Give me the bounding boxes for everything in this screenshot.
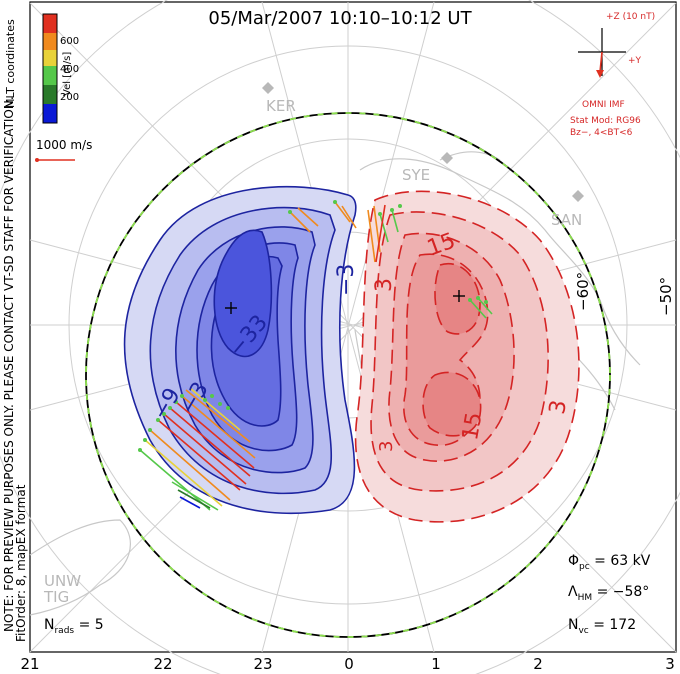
colorbar-tick-400: 400 — [60, 64, 80, 75]
contour-label-pos-15b: 15 — [458, 410, 488, 443]
contour-neg-6 — [213, 229, 273, 358]
nrads-symbol: N — [44, 617, 55, 633]
lat-label-60: −60° — [574, 271, 592, 311]
vector-count: Nvc = 172 — [568, 617, 636, 636]
hm-boundary-dashes — [85, 112, 611, 638]
velocity-colorbar — [42, 13, 58, 124]
station-san: SAN — [551, 211, 583, 229]
colorbar-tick-600: 600 — [60, 36, 80, 47]
potential-extrema — [225, 290, 465, 314]
velocity-vectors — [139, 201, 493, 511]
colorbar-tick-200: 200 — [60, 92, 80, 103]
lat-label-50: −50° — [657, 276, 675, 316]
station-markers — [262, 82, 584, 202]
imf-model: Stat Mod: RG96 — [570, 116, 641, 126]
phi-value: = 63 kV — [594, 553, 651, 569]
imf-dial — [578, 28, 626, 78]
mlt-tick-1: 1 — [431, 655, 441, 673]
mlt-tick-0: 0 — [344, 655, 354, 673]
radar-count: Nrads = 5 — [44, 617, 104, 636]
contour-label-pos-3a: 3 — [372, 278, 397, 292]
velocity-scale-label: 1000 m/s — [36, 138, 93, 152]
station-tig: TIG — [44, 588, 70, 606]
lam-subscript: HM — [577, 592, 593, 603]
station-ker: KER — [266, 97, 296, 115]
mlt-tick-23: 23 — [253, 655, 273, 673]
station-unw: UNW — [44, 572, 82, 590]
contour-label-neg-3a: −3 — [334, 263, 359, 296]
nrads-value: = 5 — [78, 617, 104, 633]
coords-label: MLT coordinates — [4, 19, 17, 108]
hm-boundary-latitude: ΛHM = −58° — [568, 584, 649, 603]
contour-pos-5 — [434, 262, 481, 335]
phi-symbol: Φ — [568, 553, 580, 569]
vector-origins — [138, 200, 488, 452]
positive-potential-cell — [354, 190, 580, 523]
mlt-tick-22: 22 — [153, 655, 173, 673]
nrads-subscript: rads — [54, 625, 75, 636]
nvc-subscript: vc — [578, 625, 589, 636]
nvc-value: = 172 — [593, 617, 637, 633]
negative-potential-cell — [123, 185, 357, 515]
cross-polar-potential: Φpc = 63 kV — [568, 553, 650, 572]
nvc-symbol: N — [568, 617, 579, 633]
contour-pos-6 — [422, 371, 482, 437]
mlt-tick-21: 21 — [20, 655, 40, 673]
contour-label-pos-3c: 3 — [376, 440, 397, 452]
mlt-tick-2: 2 — [533, 655, 543, 673]
lam-symbol: Λ — [568, 584, 578, 600]
lam-value: = −58° — [596, 584, 650, 600]
imf-condition: Bz−, 4<BT<6 — [570, 128, 633, 138]
station-sye: SYE — [402, 166, 431, 184]
fit-order-label: FitOrder: 8, mapEX format — [14, 484, 28, 642]
imf-source: OMNI IMF — [582, 100, 625, 110]
phi-subscript: pc — [579, 561, 590, 572]
map-title: 05/Mar/2007 10:10–10:12 UT — [208, 8, 472, 29]
imf-y-label: +Y — [628, 56, 642, 66]
imf-z-label: +Z (10 nT) — [606, 12, 656, 22]
mlt-tick-3: 3 — [665, 655, 675, 673]
